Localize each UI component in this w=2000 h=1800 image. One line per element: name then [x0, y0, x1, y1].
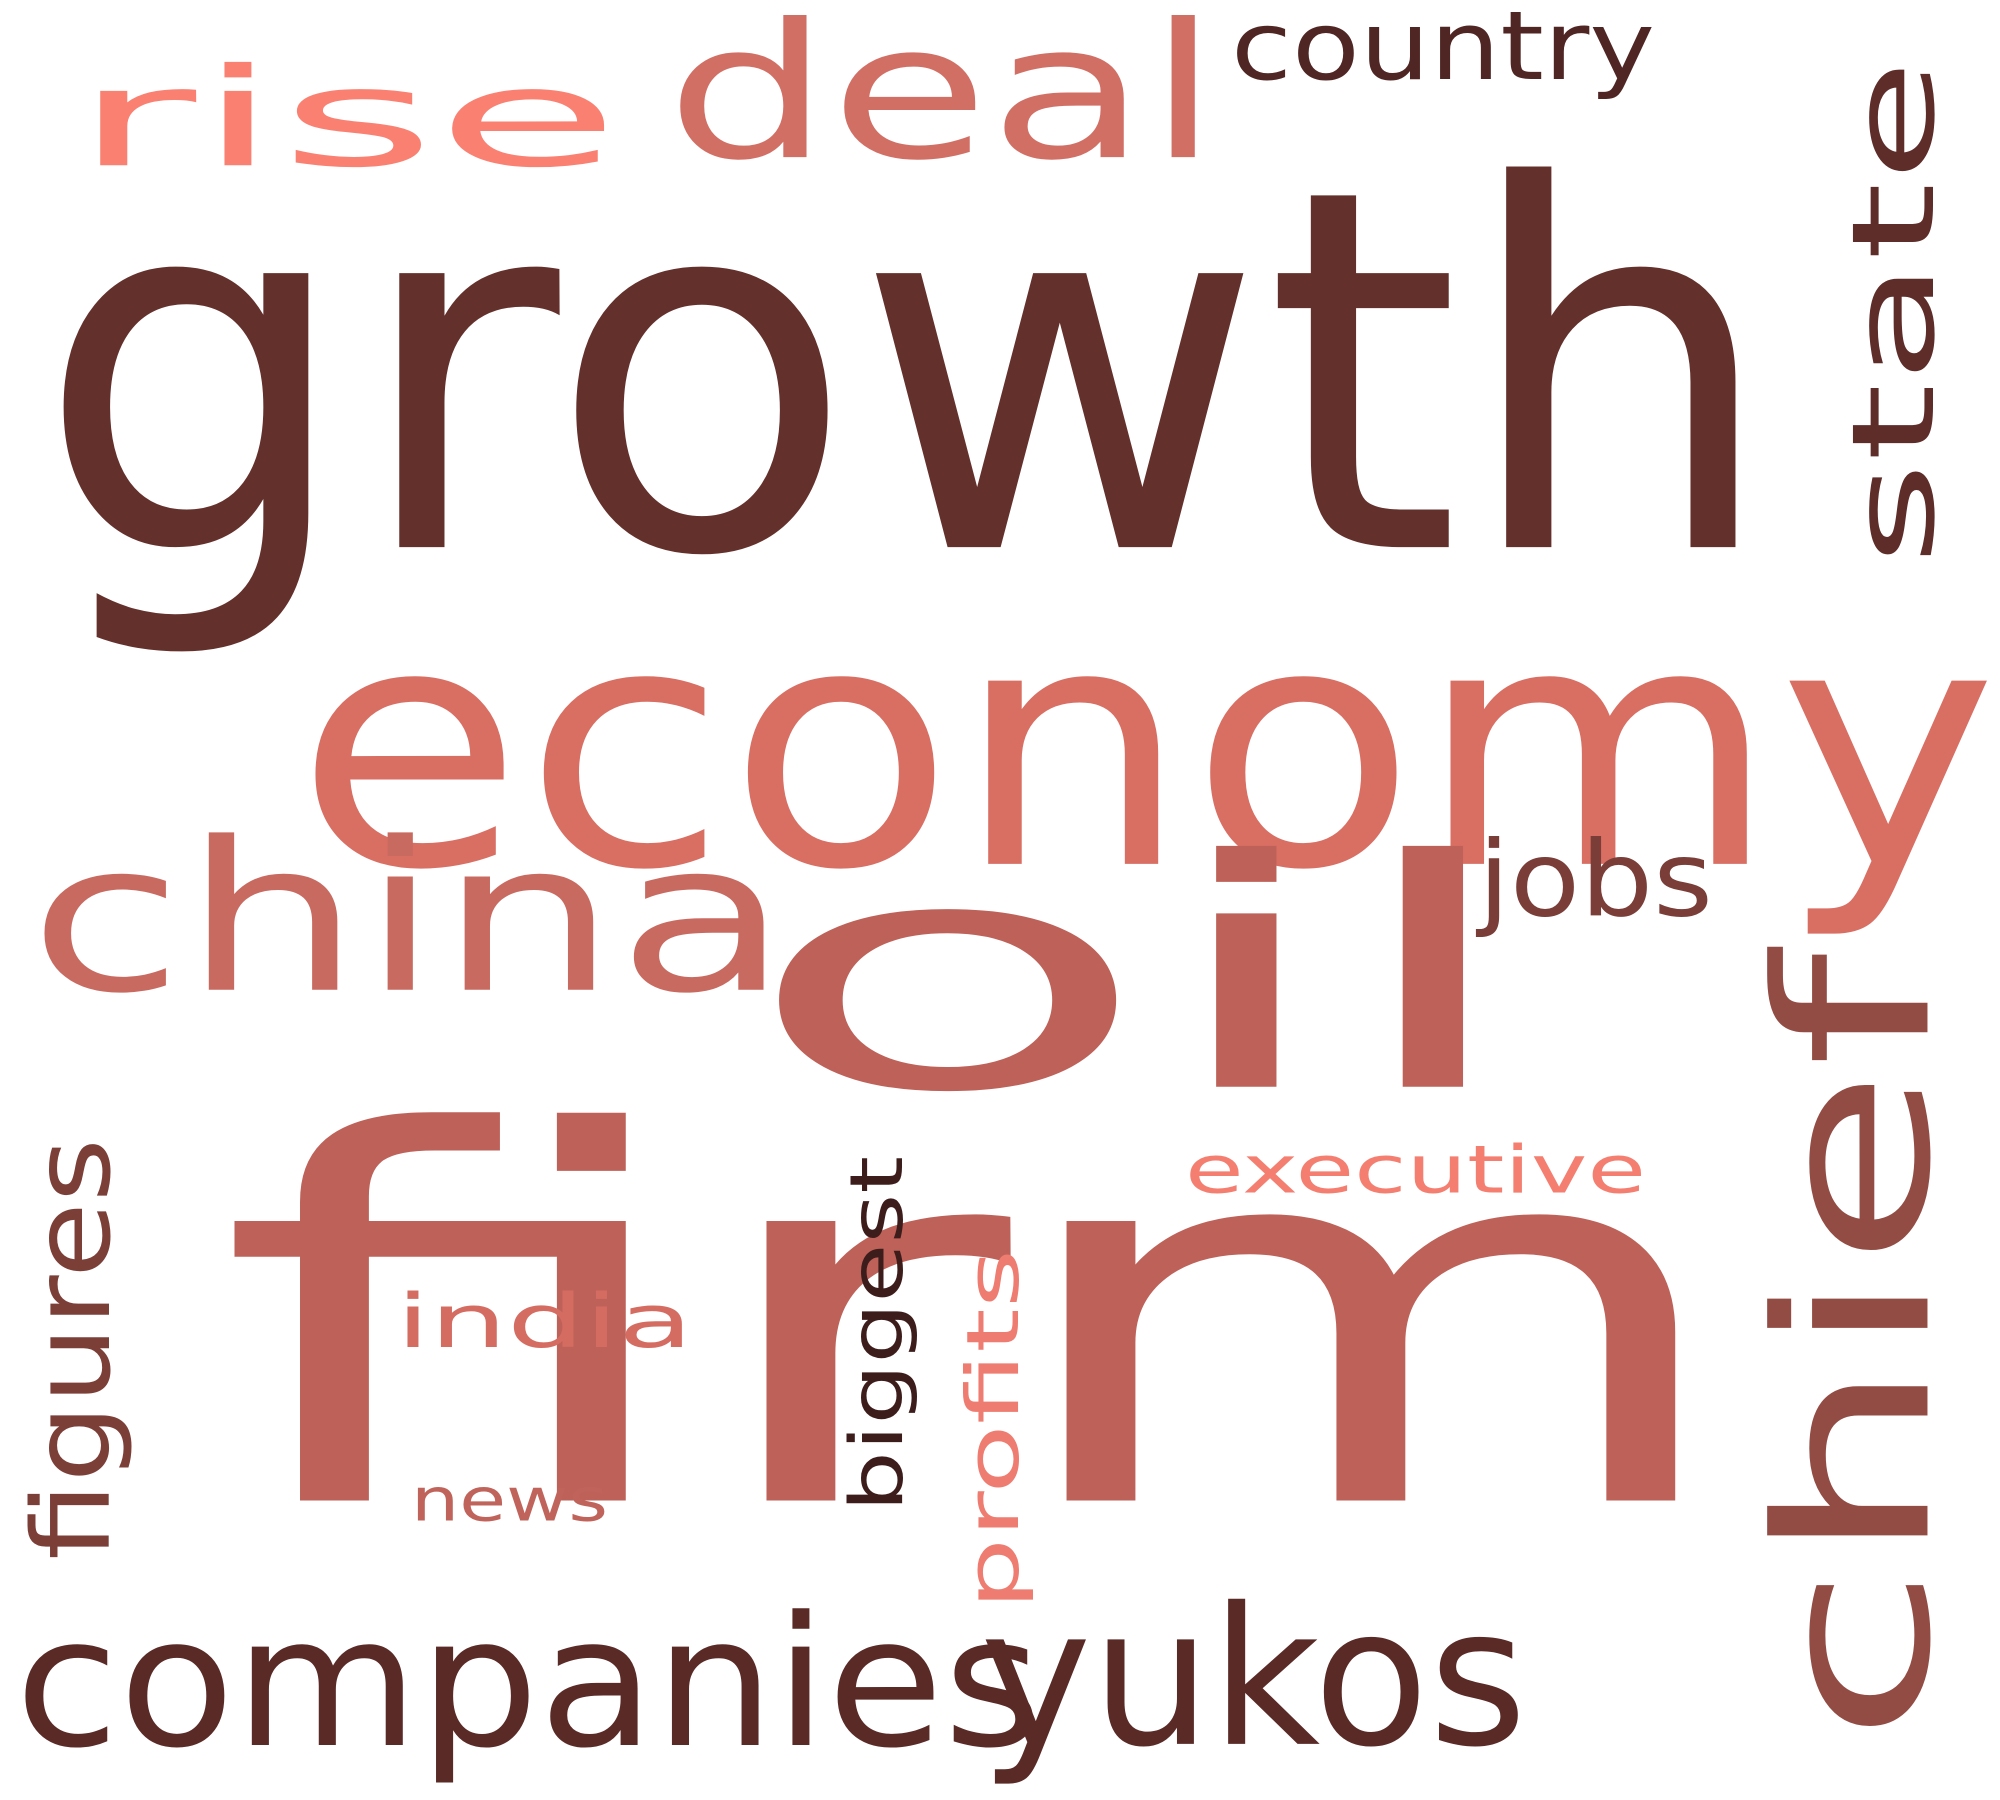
word-deal: deal	[666, 0, 1219, 202]
word-rise: rise	[73, 40, 620, 198]
word-oil: oil	[742, 792, 1526, 1162]
word-country: country	[1231, 0, 1655, 103]
word-state: state	[1828, 59, 1961, 566]
word-india: india	[396, 1278, 693, 1365]
word-growth: growth	[36, 82, 1778, 667]
word-chief: chief	[1731, 953, 1978, 1744]
word-companies: companies	[15, 1579, 1042, 1788]
word-biggest: biggest	[834, 1156, 920, 1512]
word-executive: executive	[1185, 1131, 1646, 1208]
word-china: china	[29, 798, 789, 1040]
word-economy: economy	[295, 553, 1998, 943]
word-profits: profits	[951, 1249, 1036, 1610]
word-yukos: yukos	[980, 1566, 1527, 1790]
word-firm: firm	[217, 1027, 1740, 1622]
word-news: news	[411, 1464, 608, 1536]
word-jobs: jobs	[1478, 819, 1713, 942]
word-figures: figures	[9, 1138, 135, 1560]
